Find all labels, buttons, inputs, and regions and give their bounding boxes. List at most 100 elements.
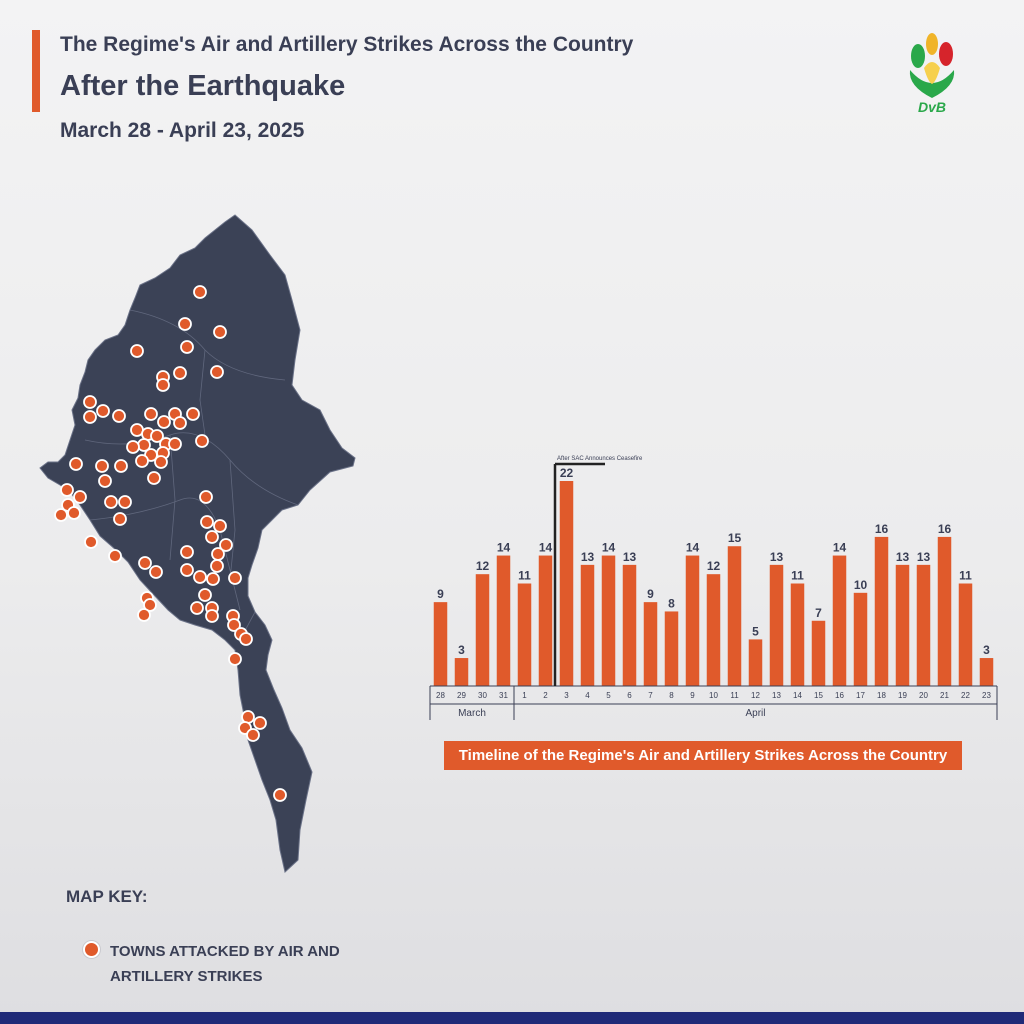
footer-bar — [0, 1012, 1024, 1024]
bar-value-label: 9 — [647, 587, 654, 601]
bar — [475, 574, 490, 686]
strike-marker-icon — [199, 490, 213, 504]
strike-marker-icon — [135, 454, 149, 468]
bar-value-label: 12 — [476, 559, 490, 573]
title-accent-bar — [32, 30, 40, 112]
strike-marker-icon — [173, 416, 187, 430]
strike-marker-icon — [147, 471, 161, 485]
bar — [895, 564, 910, 686]
bar-value-label: 9 — [437, 587, 444, 601]
bar-value-label: 14 — [833, 541, 847, 555]
bar-value-label: 5 — [752, 624, 759, 638]
bar-value-label: 14 — [686, 541, 700, 555]
strike-markers — [54, 285, 287, 802]
strike-marker-icon — [186, 407, 200, 421]
bar — [748, 639, 763, 686]
strike-marker-icon — [205, 609, 219, 623]
tick-label: 22 — [961, 691, 970, 700]
strike-marker-icon — [150, 429, 164, 443]
bar-value-label: 11 — [791, 569, 804, 583]
strike-marker-icon — [206, 572, 220, 586]
bar — [790, 583, 805, 686]
strike-marker-icon — [126, 440, 140, 454]
bar — [769, 564, 784, 686]
bar — [664, 611, 679, 686]
strike-marker-icon — [195, 434, 209, 448]
tick-label: 10 — [709, 691, 718, 700]
strike-marker-icon — [193, 285, 207, 299]
strike-marker-icon — [241, 710, 255, 724]
tick-label: 17 — [856, 691, 865, 700]
strike-marker-icon — [83, 941, 100, 958]
month-label: April — [745, 708, 765, 719]
tick-label: 2 — [543, 691, 548, 700]
bar — [916, 564, 931, 686]
strike-marker-icon — [96, 404, 110, 418]
strike-marker-icon — [67, 506, 81, 520]
tick-label: 23 — [982, 691, 991, 700]
bar-value-label: 16 — [938, 522, 952, 536]
tick-label: 21 — [940, 691, 949, 700]
strike-marker-icon — [69, 457, 83, 471]
strike-marker-icon — [156, 378, 170, 392]
strike-marker-icon — [213, 519, 227, 533]
tick-label: 11 — [730, 691, 739, 700]
bar-value-label: 13 — [917, 550, 931, 564]
tick-label: 28 — [436, 691, 445, 700]
svg-text:DvB: DvB — [918, 99, 946, 115]
bar — [454, 658, 469, 686]
month-label: March — [458, 708, 486, 719]
strike-marker-icon — [130, 344, 144, 358]
tick-label: 5 — [606, 691, 611, 700]
bar-value-label: 11 — [518, 569, 531, 583]
strike-marker-icon — [118, 495, 132, 509]
tick-label: 6 — [627, 691, 632, 700]
strike-marker-icon — [113, 512, 127, 526]
strike-marker-icon — [178, 317, 192, 331]
strike-marker-icon — [138, 556, 152, 570]
title-line-1: The Regime's Air and Artillery Strikes A… — [60, 33, 634, 56]
bar — [538, 555, 553, 686]
strike-marker-icon — [168, 437, 182, 451]
strike-marker-icon — [84, 535, 98, 549]
bar-value-label: 13 — [896, 550, 910, 564]
bar-value-label: 13 — [623, 550, 637, 564]
bar-value-label: 11 — [959, 569, 972, 583]
bar-value-label: 13 — [581, 550, 595, 564]
bar — [811, 620, 826, 686]
bar — [622, 564, 637, 686]
strike-marker-icon — [137, 608, 151, 622]
bar — [643, 602, 658, 686]
strike-marker-icon — [273, 788, 287, 802]
bar-value-label: 16 — [875, 522, 889, 536]
strike-marker-icon — [190, 601, 204, 615]
bar — [727, 546, 742, 686]
strike-marker-icon — [219, 538, 233, 552]
strike-timeline-chart: 9312141114221314139814121551311714101613… — [429, 456, 998, 720]
bar — [874, 536, 889, 686]
tick-label: 16 — [835, 691, 844, 700]
tick-label: 8 — [669, 691, 674, 700]
strike-marker-icon — [180, 340, 194, 354]
legend-title: MAP KEY: — [66, 887, 148, 906]
strike-marker-icon — [98, 474, 112, 488]
tick-label: 13 — [772, 691, 781, 700]
strike-marker-icon — [112, 409, 126, 423]
bar-value-label: 10 — [854, 578, 868, 592]
strike-marker-icon — [200, 515, 214, 529]
strike-marker-icon — [60, 483, 74, 497]
strike-marker-icon — [144, 407, 158, 421]
strike-marker-icon — [246, 728, 260, 742]
strike-marker-icon — [180, 545, 194, 559]
tick-label: 14 — [793, 691, 802, 700]
tick-label: 29 — [457, 691, 466, 700]
tick-label: 15 — [814, 691, 823, 700]
tick-label: 31 — [499, 691, 508, 700]
bar — [559, 481, 574, 686]
strike-marker-icon — [104, 495, 118, 509]
bar — [517, 583, 532, 686]
strike-marker-icon — [149, 565, 163, 579]
tick-label: 19 — [898, 691, 907, 700]
strike-marker-icon — [95, 459, 109, 473]
strike-marker-icon — [253, 716, 267, 730]
